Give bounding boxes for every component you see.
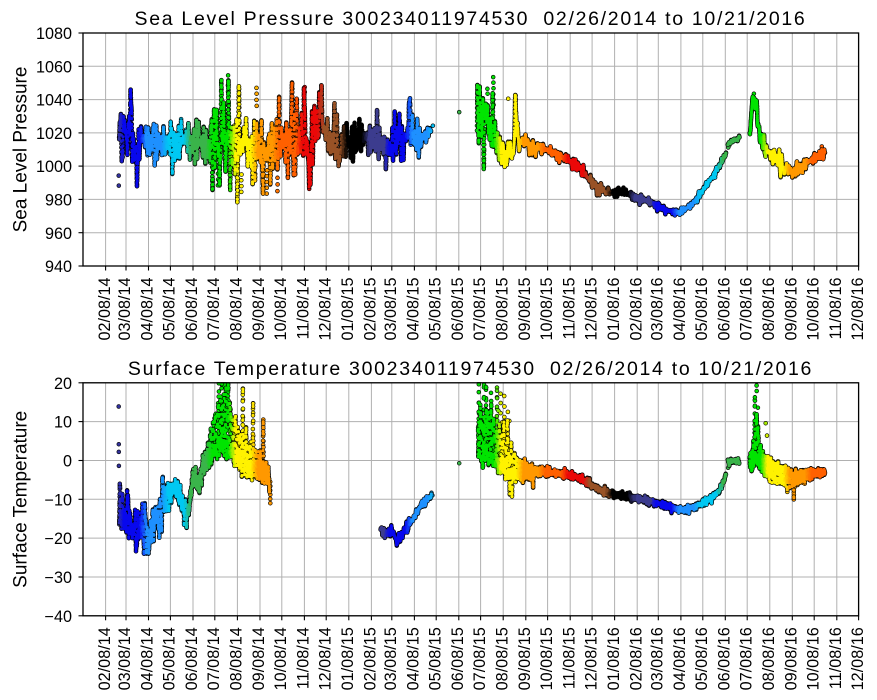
svg-text:12/08/15: 12/08/15 — [582, 627, 600, 690]
svg-text:−40: −40 — [45, 608, 72, 626]
svg-text:12/08/16: 12/08/16 — [849, 627, 867, 690]
svg-text:1000: 1000 — [36, 158, 72, 176]
svg-text:05/08/14: 05/08/14 — [161, 278, 179, 341]
svg-text:03/08/15: 03/08/15 — [382, 278, 400, 341]
svg-text:04/08/14: 04/08/14 — [139, 627, 157, 690]
svg-text:04/08/14: 04/08/14 — [139, 278, 157, 341]
svg-text:Sea Level Pressure: Sea Level Pressure — [11, 67, 32, 233]
svg-text:05/08/16: 05/08/16 — [693, 627, 711, 690]
svg-text:1080: 1080 — [36, 25, 72, 43]
svg-text:0: 0 — [63, 453, 72, 471]
svg-text:940: 940 — [45, 258, 72, 276]
svg-text:09/08/14: 09/08/14 — [250, 627, 268, 690]
svg-text:08/08/16: 08/08/16 — [760, 627, 778, 690]
svg-text:02/08/14: 02/08/14 — [96, 278, 114, 341]
svg-text:02/08/15: 02/08/15 — [362, 627, 380, 690]
svg-text:09/08/15: 09/08/15 — [516, 627, 534, 690]
svg-text:01/08/16: 01/08/16 — [605, 627, 623, 690]
svg-text:1020: 1020 — [36, 125, 72, 143]
svg-text:11/08/14: 11/08/14 — [295, 278, 313, 340]
svg-text:10/08/15: 10/08/15 — [538, 278, 556, 341]
svg-text:06/08/16: 06/08/16 — [716, 278, 734, 341]
svg-text:06/08/16: 06/08/16 — [716, 627, 734, 690]
svg-text:05/08/15: 05/08/15 — [426, 278, 444, 341]
svg-text:03/08/14: 03/08/14 — [116, 627, 134, 690]
svg-text:02/08/16: 02/08/16 — [627, 627, 645, 690]
svg-text:07/08/16: 07/08/16 — [737, 627, 755, 690]
svg-text:03/08/15: 03/08/15 — [382, 627, 400, 690]
svg-text:04/08/15: 04/08/15 — [405, 627, 423, 690]
svg-text:Sea Level Pressure 30023401197: Sea Level Pressure 300234011974530 02/26… — [135, 8, 807, 30]
svg-text:07/08/15: 07/08/15 — [471, 627, 489, 690]
svg-text:09/08/15: 09/08/15 — [516, 278, 534, 341]
svg-text:−20: −20 — [45, 530, 72, 548]
svg-text:10/08/16: 10/08/16 — [804, 627, 822, 690]
svg-text:03/08/14: 03/08/14 — [116, 278, 134, 341]
svg-text:12/08/14: 12/08/14 — [316, 278, 334, 341]
svg-text:02/08/16: 02/08/16 — [627, 278, 645, 341]
svg-text:06/08/14: 06/08/14 — [183, 627, 201, 690]
svg-text:05/08/14: 05/08/14 — [161, 627, 179, 690]
svg-text:08/08/14: 08/08/14 — [228, 278, 246, 341]
svg-text:07/08/15: 07/08/15 — [471, 278, 489, 341]
svg-text:10/08/14: 10/08/14 — [272, 627, 290, 690]
svg-text:−30: −30 — [45, 569, 72, 587]
svg-text:960: 960 — [45, 225, 72, 243]
svg-text:12/08/16: 12/08/16 — [849, 278, 867, 341]
svg-text:10: 10 — [54, 414, 72, 432]
svg-text:01/08/15: 01/08/15 — [339, 627, 357, 690]
svg-text:07/08/16: 07/08/16 — [737, 278, 755, 341]
svg-text:11/08/16: 11/08/16 — [827, 278, 845, 340]
svg-text:09/08/14: 09/08/14 — [250, 278, 268, 341]
svg-text:05/08/15: 05/08/15 — [426, 627, 444, 690]
svg-text:20: 20 — [54, 375, 72, 393]
svg-text:10/08/16: 10/08/16 — [804, 278, 822, 341]
svg-text:10/08/14: 10/08/14 — [272, 278, 290, 341]
svg-text:−10: −10 — [45, 491, 72, 509]
svg-text:1060: 1060 — [36, 58, 72, 76]
svg-text:05/08/16: 05/08/16 — [693, 278, 711, 341]
svg-text:11/08/16: 11/08/16 — [827, 627, 845, 689]
svg-text:02/08/15: 02/08/15 — [362, 278, 380, 341]
svg-text:11/08/15: 11/08/15 — [560, 627, 578, 689]
svg-text:10/08/15: 10/08/15 — [538, 627, 556, 690]
svg-text:01/08/15: 01/08/15 — [339, 278, 357, 341]
svg-text:07/08/14: 07/08/14 — [205, 627, 223, 690]
svg-text:04/08/15: 04/08/15 — [405, 278, 423, 341]
svg-text:08/08/16: 08/08/16 — [760, 278, 778, 341]
svg-text:01/08/16: 01/08/16 — [605, 278, 623, 341]
svg-text:Surface Temperature 3002340119: Surface Temperature 300234011974530 02/2… — [128, 358, 813, 380]
svg-text:03/08/16: 03/08/16 — [649, 627, 667, 690]
svg-text:09/08/16: 09/08/16 — [783, 278, 801, 341]
svg-text:06/08/14: 06/08/14 — [183, 278, 201, 341]
svg-text:07/08/14: 07/08/14 — [205, 278, 223, 341]
svg-text:Surface Temperature: Surface Temperature — [11, 411, 32, 588]
svg-text:980: 980 — [45, 192, 72, 210]
svg-text:1040: 1040 — [36, 92, 72, 110]
svg-text:08/08/14: 08/08/14 — [228, 627, 246, 690]
svg-text:08/08/15: 08/08/15 — [493, 278, 511, 341]
svg-text:08/08/15: 08/08/15 — [493, 627, 511, 690]
svg-text:11/08/15: 11/08/15 — [560, 278, 578, 340]
svg-text:06/08/15: 06/08/15 — [449, 278, 467, 341]
svg-text:12/08/15: 12/08/15 — [582, 278, 600, 341]
svg-text:04/08/16: 04/08/16 — [671, 278, 689, 341]
svg-text:02/08/14: 02/08/14 — [96, 627, 114, 690]
svg-text:12/08/14: 12/08/14 — [316, 627, 334, 690]
svg-text:09/08/16: 09/08/16 — [783, 627, 801, 690]
svg-text:04/08/16: 04/08/16 — [671, 627, 689, 690]
svg-text:06/08/15: 06/08/15 — [449, 627, 467, 690]
svg-text:11/08/14: 11/08/14 — [295, 627, 313, 689]
svg-text:03/08/16: 03/08/16 — [649, 278, 667, 341]
